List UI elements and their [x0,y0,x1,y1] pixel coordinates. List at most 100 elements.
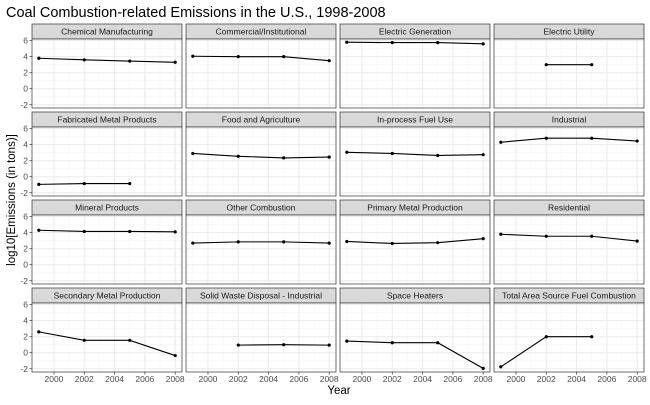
data-point [328,155,331,158]
facet-strip-label: Mineral Products [75,203,139,213]
y-tick-label: -2 [20,100,28,110]
y-tick-label: 0 [23,84,28,94]
panel-background [340,215,490,284]
data-point [37,229,40,232]
facet-strip-label: Space Heaters [387,291,443,301]
facet-strip-label: Food and Agriculture [222,115,301,125]
facet-strip-label: Chemical Manufacturing [61,27,153,37]
data-point [590,235,593,238]
y-tick-label: 0 [23,172,28,182]
panel-background [186,303,336,372]
data-point [345,240,348,243]
x-tick-label: 2008 [320,374,339,384]
data-point [436,241,439,244]
data-point [282,55,285,58]
data-point [436,154,439,157]
data-point [282,343,285,346]
x-tick-label: 2000 [199,374,218,384]
facet-strip-label: Industrial [552,115,587,125]
y-tick-label: 6 [23,212,28,222]
y-tick-label: 2 [23,68,28,78]
data-point [345,41,348,44]
x-tick-label: 2002 [383,374,402,384]
data-point [391,152,394,155]
data-point [636,139,639,142]
facet-strip-label: Electric Generation [379,27,452,37]
data-point [174,61,177,64]
data-point [345,151,348,154]
facet-panel: Electric Utility [494,24,644,108]
facet-panel: Residential [494,200,644,284]
data-point [436,341,439,344]
panel-background [32,127,182,196]
data-point [237,155,240,158]
panel-background [32,303,182,372]
x-tick-label: 2002 [537,374,556,384]
data-point [391,341,394,344]
facet-strip-label: Other Combustion [227,203,296,213]
panel-background [186,39,336,108]
data-point [237,55,240,58]
data-point [237,240,240,243]
x-tick-label: 2004 [567,374,586,384]
y-tick-label: -2 [20,276,28,286]
x-tick-label: 2006 [289,374,308,384]
y-tick-label: 0 [23,348,28,358]
data-point [391,41,394,44]
facet-strip-label: Residential [548,203,590,213]
facet-strip-label: Total Area Source Fuel Combustion [502,291,636,301]
facet-strip-label: Commercial/Institutional [216,27,307,37]
facet-panel: Commercial/Institutional [186,24,336,108]
facet-panel: Other Combustion [186,200,336,284]
y-tick-label: 4 [23,316,28,326]
data-point [282,240,285,243]
data-point [391,242,394,245]
data-point [328,241,331,244]
data-point [191,241,194,244]
panel-background [494,215,644,284]
x-tick-label: 2008 [166,374,185,384]
facet-panel: Total Area Source Fuel Combustion 2000 200… [494,288,647,384]
x-tick-label: 2000 [507,374,526,384]
x-tick-label: 2002 [75,374,94,384]
data-point [436,41,439,44]
data-point [545,137,548,140]
facet-panel: Primary Metal Production [340,200,490,284]
panel-background [494,127,644,196]
data-point [482,237,485,240]
panel-background [494,303,644,372]
x-tick-label: 2004 [105,374,124,384]
data-point [499,141,502,144]
data-point [191,55,194,58]
x-tick-label: 2004 [413,374,432,384]
facet-strip-label: In-process Fuel Use [377,115,453,125]
facet-strip-label: Secondary Metal Production [54,291,161,301]
facet-panel: Industrial [494,112,644,196]
x-tick-label: 2000 [353,374,372,384]
data-point [37,330,40,333]
panel-background [340,127,490,196]
data-point [590,335,593,338]
data-point [128,59,131,62]
y-tick-label: 6 [23,124,28,134]
data-point [590,137,593,140]
y-tick-label: -2 [20,188,28,198]
panel-background [186,215,336,284]
x-tick-label: 2004 [259,374,278,384]
data-point [37,183,40,186]
x-tick-label: 2008 [628,374,647,384]
data-point [499,365,502,368]
chart-title: Coal Combustion-related Emissions in the… [6,5,386,21]
data-point [328,344,331,347]
data-point [345,340,348,343]
panel-background [494,39,644,108]
y-tick-label: 6 [23,36,28,46]
panel-background [340,303,490,372]
y-tick-label: 4 [23,140,28,150]
x-tick-label: 2002 [229,374,248,384]
